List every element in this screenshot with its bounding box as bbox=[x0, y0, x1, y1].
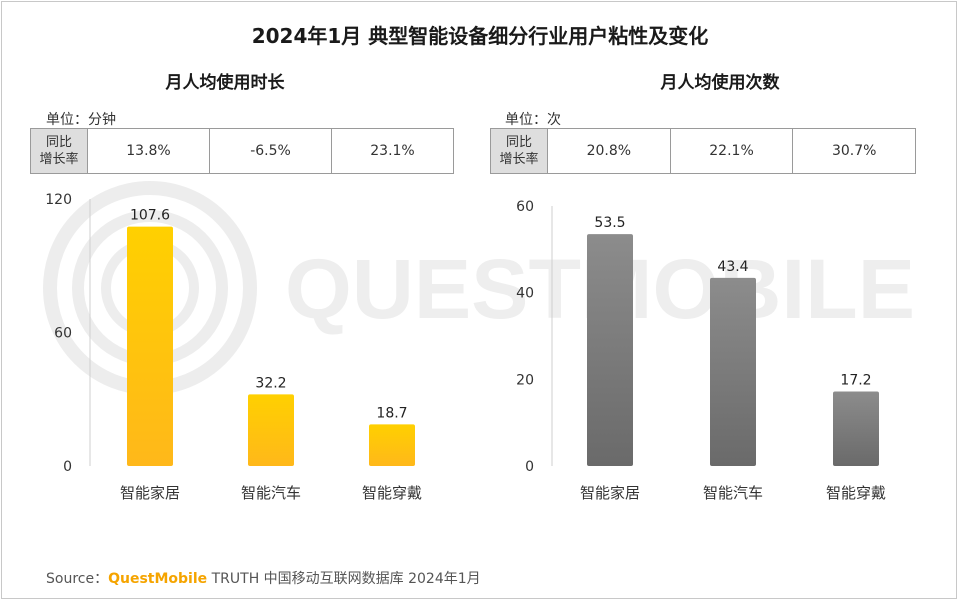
bar bbox=[248, 394, 294, 466]
bar bbox=[833, 391, 879, 466]
y-tick-label: 60 bbox=[516, 199, 534, 215]
data-label: 107.6 bbox=[130, 208, 170, 224]
right-growth-table: 同比 增长率 20.8% 22.1% 30.7% bbox=[490, 128, 916, 174]
growth-label-line1: 同比 bbox=[45, 135, 72, 150]
y-tick-label: 0 bbox=[525, 459, 534, 475]
left-bar-chart: 0 60 120 107.6 智能家居 32.2 智能汽车 18.7 智能穿戴 bbox=[45, 192, 422, 502]
source-note: Source：QuestMobile TRUTH 中国移动互联网数据库 2024… bbox=[46, 568, 481, 588]
left-growth-smart-car: -6.5% bbox=[210, 129, 332, 173]
y-tick-label: 20 bbox=[516, 372, 534, 388]
data-label: 18.7 bbox=[376, 405, 407, 421]
growth-row-label: 同比 增长率 bbox=[31, 129, 88, 173]
bar bbox=[369, 424, 415, 466]
right-bar-chart: 0 20 40 60 53.5 智能家居 43.4 智能汽车 17.2 智能穿戴 bbox=[516, 199, 886, 502]
right-chart-title: 月人均使用次数 bbox=[660, 73, 780, 93]
y-tick-label: 40 bbox=[516, 286, 534, 302]
y-tick-label: 120 bbox=[45, 192, 72, 208]
bar bbox=[127, 226, 173, 466]
right-growth-smart-home: 20.8% bbox=[548, 129, 671, 173]
right-chart-unit: 单位：次 bbox=[505, 112, 561, 128]
x-tick-label: 智能家居 bbox=[580, 484, 640, 502]
data-label: 17.2 bbox=[840, 372, 871, 388]
x-tick-label: 智能家居 bbox=[120, 484, 180, 502]
growth-label-line2: 增长率 bbox=[499, 152, 539, 167]
bar bbox=[587, 234, 633, 466]
x-tick-label: 智能穿戴 bbox=[826, 484, 886, 502]
source-prefix: Source： bbox=[46, 571, 109, 587]
growth-label-line1: 同比 bbox=[505, 135, 532, 150]
left-growth-smart-wearable: 23.1% bbox=[370, 143, 415, 159]
x-tick-label: 智能汽车 bbox=[703, 484, 763, 502]
source-brand: QuestMobile bbox=[108, 571, 208, 587]
data-label: 32.2 bbox=[255, 375, 286, 391]
y-tick-label: 60 bbox=[54, 326, 72, 342]
y-tick-label: 0 bbox=[63, 459, 72, 475]
left-chart-unit: 单位：分钟 bbox=[46, 112, 116, 128]
growth-row-label: 同比 增长率 bbox=[491, 129, 548, 173]
left-growth-table: 同比 增长率 13.8% -6.5% 23.1% bbox=[30, 128, 454, 174]
right-growth-smart-wearable: 30.7% bbox=[831, 143, 877, 159]
data-label: 43.4 bbox=[717, 259, 748, 275]
right-growth-smart-car: 22.1% bbox=[671, 129, 794, 173]
x-tick-label: 智能汽车 bbox=[241, 484, 301, 502]
x-tick-label: 智能穿戴 bbox=[362, 484, 422, 502]
source-text: TRUTH 中国移动互联网数据库 2024年1月 bbox=[211, 571, 481, 587]
data-label: 53.5 bbox=[594, 215, 625, 231]
left-growth-smart-home: 13.8% bbox=[88, 129, 210, 173]
left-chart-title: 月人均使用时长 bbox=[165, 73, 285, 93]
growth-label-line2: 增长率 bbox=[39, 152, 79, 167]
bar bbox=[710, 277, 756, 466]
page-title: 2024年1月 典型智能设备细分行业用户粘性及变化 bbox=[251, 24, 709, 48]
